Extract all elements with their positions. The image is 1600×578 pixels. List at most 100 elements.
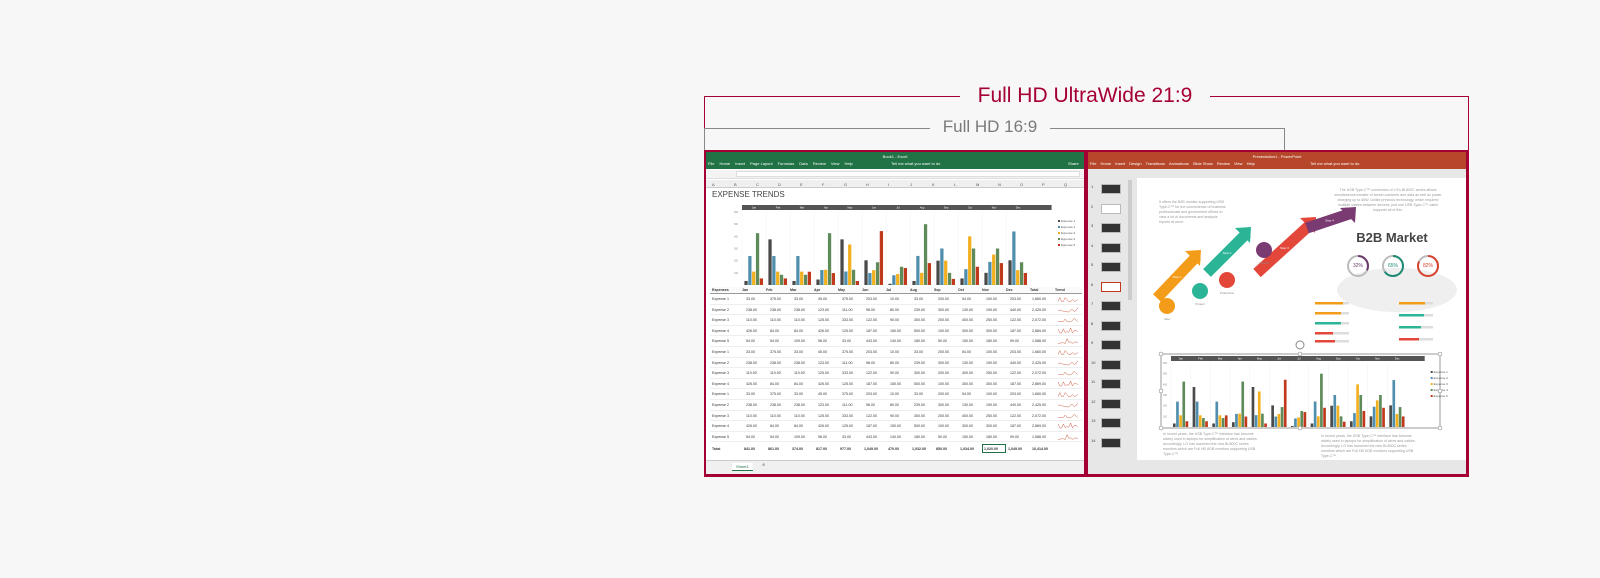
row-label[interactable]: Expense 3: [712, 318, 729, 323]
excel-tab-help[interactable]: Help: [844, 161, 853, 166]
resize-handle[interactable]: [1297, 351, 1303, 357]
table-cell[interactable]: 100.00: [938, 381, 949, 386]
column-header-n[interactable]: N: [998, 182, 1001, 187]
table-cell[interactable]: 200.00: [938, 318, 949, 323]
table-cell[interactable]: 375.00: [842, 297, 853, 301]
table-cell[interactable]: 375.00: [842, 392, 853, 397]
table-cell[interactable]: 110.00: [746, 318, 757, 323]
table-cell[interactable]: 33.00: [746, 392, 755, 397]
table-cell[interactable]: 50.00: [938, 434, 947, 439]
column-header-l[interactable]: L: [954, 182, 957, 187]
table-cell[interactable]: 1,660.00: [1032, 297, 1046, 301]
table-cell[interactable]: 333.00: [842, 318, 853, 323]
table-cell[interactable]: 500.00: [914, 328, 925, 333]
table-cell[interactable]: 203.00: [1010, 297, 1021, 301]
table-cell[interactable]: 187.00: [866, 424, 877, 429]
table-cell[interactable]: 84.00: [770, 381, 779, 386]
resize-handle[interactable]: [1437, 388, 1443, 394]
table-cell[interactable]: 84.00: [794, 328, 803, 333]
resize-handle[interactable]: [1158, 425, 1164, 431]
table-cell[interactable]: 300.00: [986, 328, 997, 333]
table-cell[interactable]: 238.00: [770, 360, 781, 365]
table-cell[interactable]: 110.00: [770, 371, 781, 376]
ppt-tab-insert[interactable]: Insert: [1115, 161, 1126, 166]
column-header-g[interactable]: G: [844, 182, 848, 187]
table-cell[interactable]: 110.00: [770, 413, 781, 418]
table-cell[interactable]: 45.00: [818, 392, 827, 397]
table-cell[interactable]: 200.00: [938, 413, 949, 418]
table-cell[interactable]: 238.00: [794, 307, 805, 312]
excel-tab-formulas[interactable]: Formulas: [777, 161, 795, 166]
table-cell[interactable]: 375.00: [842, 350, 853, 354]
table-cell[interactable]: 123.00: [818, 403, 829, 407]
table-cell[interactable]: 54.00: [770, 339, 779, 344]
row-label[interactable]: Expense 5: [712, 339, 729, 344]
slide-thumbnail[interactable]: [1101, 359, 1121, 370]
table-cell[interactable]: 239.00: [914, 307, 925, 312]
ppt-tab-slide-show[interactable]: Slide Show: [1192, 161, 1213, 166]
table-cell[interactable]: 203.00: [1010, 350, 1021, 354]
table-cell[interactable]: 10.00: [890, 392, 899, 397]
column-header-h[interactable]: H: [866, 182, 869, 187]
table-cell[interactable]: 80.00: [890, 307, 899, 312]
row-label[interactable]: Expense 1: [712, 392, 729, 397]
table-cell[interactable]: 150.00: [890, 424, 901, 429]
row-label[interactable]: Expense 4: [712, 381, 729, 386]
table-cell[interactable]: 200.00: [938, 371, 949, 376]
table-cell[interactable]: 400.00: [962, 413, 973, 418]
table-cell[interactable]: 426.00: [818, 328, 829, 333]
table-cell[interactable]: 33.00: [746, 297, 755, 301]
table-cell[interactable]: 100.00: [986, 392, 997, 397]
ppt-tab-view[interactable]: View: [1233, 161, 1243, 166]
table-cell[interactable]: 33.00: [914, 297, 923, 301]
column-header-a[interactable]: A: [712, 182, 715, 187]
column-header-f[interactable]: F: [822, 182, 825, 187]
table-cell[interactable]: 150.00: [890, 328, 901, 333]
table-cell[interactable]: 2,072.00: [1032, 413, 1046, 418]
table-cell[interactable]: 2,869.00: [1032, 381, 1046, 386]
table-cell[interactable]: 2,425.00: [1032, 307, 1046, 312]
table-row[interactable]: [710, 315, 1082, 326]
table-cell[interactable]: 10.00: [890, 350, 899, 354]
table-cell[interactable]: 130.00: [962, 403, 973, 407]
slide-thumbnail[interactable]: [1101, 340, 1121, 350]
slide-thumbnail[interactable]: [1101, 262, 1121, 272]
table-cell[interactable]: 2,425.00: [1032, 403, 1046, 407]
table-cell[interactable]: 33.00: [794, 350, 803, 354]
table-cell[interactable]: 440.00: [1010, 360, 1021, 365]
ppt-tab-design[interactable]: Design: [1129, 161, 1142, 166]
table-cell[interactable]: 187.00: [1010, 381, 1021, 386]
column-header-e[interactable]: E: [800, 182, 803, 187]
table-cell[interactable]: 500.00: [914, 381, 925, 386]
table-cell[interactable]: 130.00: [962, 360, 973, 365]
row-label[interactable]: Expense 1: [712, 350, 729, 354]
table-cell[interactable]: 84.00: [770, 424, 779, 429]
row-label[interactable]: Expense 2: [712, 403, 729, 407]
table-cell[interactable]: 426.00: [818, 381, 829, 386]
table-cell[interactable]: 2,072.00: [1032, 318, 1046, 323]
slide-thumbnail[interactable]: [1101, 203, 1121, 214]
table-cell[interactable]: 125.00: [842, 424, 853, 429]
excel-tab-view[interactable]: View: [830, 161, 840, 166]
table-cell[interactable]: 45.00: [818, 350, 827, 354]
slide-thumbnail[interactable]: [1101, 418, 1121, 428]
slide-thumbnail[interactable]: [1101, 223, 1121, 233]
table-cell[interactable]: 54.00: [962, 392, 971, 397]
table-cell[interactable]: 200.00: [938, 392, 949, 397]
table-cell[interactable]: 33.00: [914, 392, 923, 397]
table-cell[interactable]: 300.00: [986, 424, 997, 429]
table-row[interactable]: [710, 379, 1082, 390]
table-cell[interactable]: 122.00: [866, 318, 877, 323]
table-cell[interactable]: 110.00: [746, 371, 757, 376]
slide-thumbnail[interactable]: [1101, 301, 1121, 311]
table-cell[interactable]: 375.00: [770, 350, 781, 354]
table-cell[interactable]: 203.00: [866, 297, 877, 301]
slide-thumbnail[interactable]: [1101, 320, 1121, 331]
table-cell[interactable]: 190.00: [986, 307, 997, 312]
excel-tab-home[interactable]: Home: [719, 161, 731, 166]
table-cell[interactable]: 187.00: [866, 328, 877, 333]
table-row[interactable]: [710, 294, 1082, 305]
table-cell[interactable]: 426.00: [818, 424, 829, 429]
share-button[interactable]: Share: [1068, 161, 1079, 166]
column-header-b[interactable]: B: [734, 182, 737, 187]
